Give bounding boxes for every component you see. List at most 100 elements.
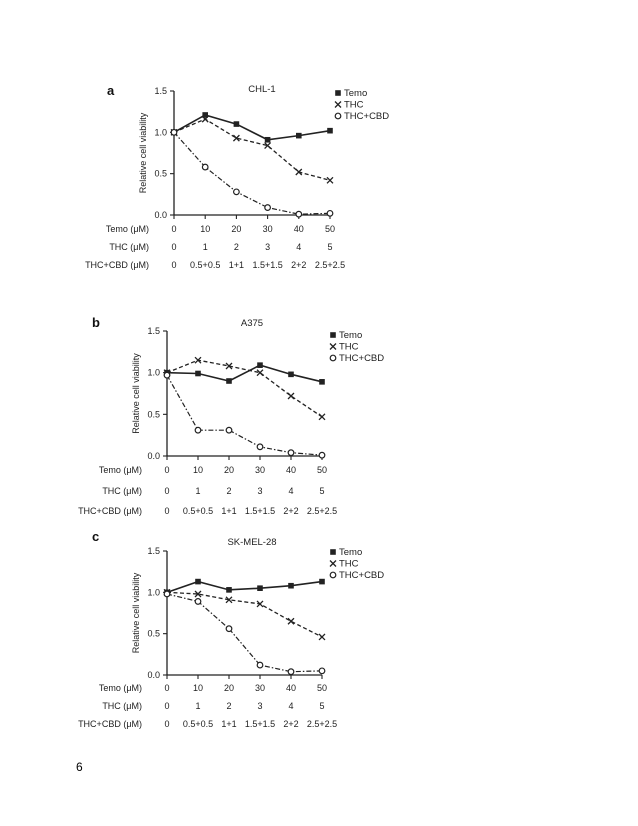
panel-b-series-thc-point (287, 392, 295, 400)
panel-a-series-thc-cbd-point (170, 128, 178, 136)
panel-b-legend-thc-cbd-label: THC+CBD (339, 353, 384, 364)
panel-c-row-value: 0 (164, 683, 169, 693)
panel-c-row-value: 2 (226, 701, 231, 711)
panel-a-row-value: 1.5+1.5 (252, 260, 282, 270)
panel-c-row-value: 0 (164, 701, 169, 711)
panel-b-series-temo-point (195, 370, 201, 377)
panel-a-y-tick-label: 0.5 (154, 169, 167, 179)
panel-a-label: a (107, 83, 115, 98)
panel-a-row-value: 50 (325, 224, 335, 234)
panel-b-series-thc-cbd-point (225, 426, 233, 434)
panel-a-row-value: 2 (234, 242, 239, 252)
panel-c-row-value: 1+1 (221, 719, 236, 729)
panel-c-series-thc-point (225, 596, 233, 604)
panel-c-row-value: 2+2 (283, 719, 298, 729)
panel-b-row-label: THC (μM) (102, 486, 142, 496)
panel-a-series-thc-cbd-point (232, 188, 240, 196)
panel-c-row-label: Temo (μM) (99, 683, 142, 693)
panel-c-row-value: 3 (257, 701, 262, 711)
panel-b-y-tick-label: 1.0 (147, 368, 160, 378)
panel-c-legend-thc-cbd-marker (329, 571, 337, 579)
panel-b-series-temo-point (288, 371, 294, 378)
panel-a-y-tick-label: 1.0 (154, 127, 167, 137)
panel-b-series-temo-point (226, 378, 232, 384)
panel-b-series-temo-point (319, 379, 325, 385)
panel-c-series-thc-cbd-line (166, 593, 323, 673)
panel-c-title: SK-MEL-28 (227, 537, 276, 548)
panel-c-series-thc-cbd-point (163, 590, 171, 598)
panel-a-series-temo-point (233, 121, 240, 127)
panel-b-legend-temo-marker (330, 332, 336, 338)
panel-c-series-thc-cbd-point (287, 668, 295, 676)
panel-c-row-value: 30 (255, 683, 265, 693)
panel-c-series-temo-point (319, 578, 325, 585)
panel-c-series-temo-point (195, 578, 201, 585)
panel-a-row-value: 0.5+0.5 (190, 260, 220, 270)
panel-b-y-tick-label: 0.5 (147, 409, 160, 419)
panel-a-row-label: THC+CBD (μM) (85, 260, 149, 270)
panel-c-row-label: THC+CBD (μM) (78, 719, 142, 729)
panel-c-row-value: 0 (164, 719, 169, 729)
panel-a-series-thc-cbd-point (201, 163, 209, 171)
panel-c-legend-thc-cbd-label: THC+CBD (339, 570, 384, 581)
panel-a-row-value: 0 (171, 242, 176, 252)
panel-b-row-value: 30 (255, 465, 265, 475)
panel-c-row-value: 1.5+1.5 (245, 719, 275, 729)
panel-a-row-value: 3 (265, 242, 270, 252)
panel-a-y-tick-label: 1.5 (154, 86, 167, 96)
panel-b-series-thc-cbd-point (318, 451, 326, 459)
panel-b-legend-temo-label: Temo (339, 330, 362, 341)
panel-c-legend-thc-label: THC (339, 559, 359, 570)
panel-a-y-axis-label: Relative cell viability (138, 112, 148, 193)
panel-b-row-value: 2 (226, 486, 231, 496)
panel-b-row-value: 0 (164, 486, 169, 496)
panel-b-row-value: 2.5+2.5 (307, 506, 337, 516)
panel-c-series-thc-cbd-point (318, 667, 326, 675)
panel-a-y-tick-label: 0.0 (154, 210, 167, 220)
panel-b-label: b (92, 315, 100, 330)
panel-a-legend-thc-cbd-label: THC+CBD (344, 111, 389, 122)
panel-a-series-thc-point (264, 142, 272, 150)
panel-b-series-thc-cbd-point (163, 371, 171, 379)
panel-a-legend-thc-cbd-marker (334, 112, 342, 120)
panel-a-series-thc-cbd-line (173, 131, 331, 215)
panel-a-series-temo-point (264, 136, 271, 143)
panel-a-row-value: 5 (327, 242, 332, 252)
panel-b-row-value: 1 (195, 486, 200, 496)
panel-a-series-temo-line (173, 114, 331, 141)
panel-a-series-thc-point (201, 115, 209, 123)
panel-b-series-thc-point (225, 362, 233, 370)
panel-b-y-tick-label: 0.0 (147, 451, 160, 461)
panel-b-row-value: 0 (164, 506, 169, 516)
panel-c-row-label: THC (μM) (102, 701, 142, 711)
panel-b-legend-thc-cbd-marker (329, 354, 337, 362)
panel-a-legend-thc-marker (334, 101, 342, 108)
panel-a-row-value: 0 (171, 260, 176, 270)
panel-b-row-value: 3 (257, 486, 262, 496)
panel-c-y-tick-label: 1.5 (147, 546, 160, 556)
panel-c-label: c (92, 529, 99, 544)
panel-a-series-thc-point (232, 134, 240, 142)
panel-b-row-value: 2+2 (283, 506, 298, 516)
panel-b-series-thc-line (166, 359, 323, 418)
panel-a-series-thc-cbd-point (264, 204, 272, 211)
panel-b-series-temo-point (257, 362, 263, 368)
panel-b-row-value: 10 (193, 465, 203, 475)
panel-b-row-label: THC+CBD (μM) (78, 506, 142, 516)
panel-c-legend-temo-marker (330, 549, 336, 555)
panel-c-row-value: 40 (286, 683, 296, 693)
panel-a-title: CHL-1 (248, 84, 275, 95)
panel-c-row-value: 20 (224, 683, 234, 693)
panel-c-y-tick-label: 0.0 (147, 670, 160, 680)
panel-a-legend-temo-marker (335, 90, 341, 96)
panel-c-row-value: 50 (317, 683, 327, 693)
panel-c-legend-temo-label: Temo (339, 547, 362, 558)
panel-a-series-thc-point (295, 168, 303, 176)
panel-b-series-thc-cbd-point (256, 443, 264, 451)
panel-a-row-value: 2+2 (291, 260, 306, 270)
panel-c-y-tick-label: 0.5 (147, 629, 160, 639)
page-number: 6 (76, 760, 83, 774)
panel-a-series-thc-line (173, 118, 331, 181)
panel-b-row-value: 20 (224, 465, 234, 475)
